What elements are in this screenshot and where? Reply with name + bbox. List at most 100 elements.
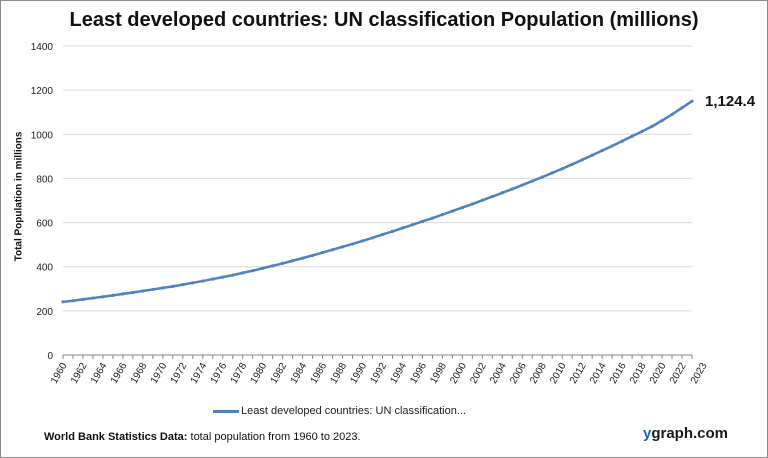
- x-tick-label: 1978: [229, 361, 250, 386]
- data-point: [241, 271, 245, 275]
- data-point: [650, 124, 654, 128]
- x-tick-label: 1970: [149, 361, 170, 386]
- data-point: [590, 153, 594, 157]
- x-tick-label: 2023: [689, 361, 710, 386]
- x-tick-label: 1960: [49, 361, 70, 386]
- data-point: [660, 119, 664, 123]
- x-tick-label: 2006: [508, 361, 529, 386]
- x-tick-label: 1996: [408, 361, 429, 386]
- data-point: [171, 284, 175, 288]
- data-point: [350, 242, 355, 246]
- data-point: [181, 282, 185, 287]
- y-tick-label: 600: [36, 219, 53, 230]
- x-tick-label: 1992: [368, 361, 389, 386]
- source-note: World Bank Statistics Data: total popula…: [44, 431, 361, 443]
- data-point: [231, 273, 235, 277]
- x-tick-label: 1976: [209, 361, 230, 386]
- chart-title: Least developed countries: UN classifica…: [69, 9, 699, 31]
- y-tick-label: 400: [36, 263, 53, 274]
- data-point: [610, 144, 614, 148]
- data-point: [360, 239, 365, 243]
- data-point: [480, 198, 484, 202]
- x-tick-label: 1964: [89, 361, 110, 386]
- data-point: [161, 286, 165, 290]
- x-tick-label: 1962: [69, 361, 90, 386]
- data-point: [71, 299, 75, 303]
- data-point: [410, 223, 415, 227]
- data-point: [141, 289, 145, 293]
- x-tick-label: 2020: [648, 361, 669, 386]
- data-point: [251, 269, 255, 273]
- brand-y: y: [643, 425, 652, 442]
- x-tick-label: 1998: [428, 361, 449, 386]
- data-point: [311, 253, 315, 258]
- data-point: [470, 202, 474, 206]
- y-tick-label: 1200: [31, 86, 54, 97]
- y-tick-label: 800: [36, 174, 53, 185]
- y-tick-label: 1400: [31, 42, 54, 53]
- legend: Least developed countries: UN classifica…: [213, 405, 466, 417]
- x-tick-label: 1972: [169, 361, 190, 386]
- data-point: [500, 191, 504, 195]
- data-point: [400, 226, 405, 230]
- data-point: [61, 300, 65, 304]
- data-point: [640, 129, 644, 134]
- data-point: [91, 296, 95, 300]
- data-point: [430, 216, 435, 220]
- x-tick-label: 2014: [588, 361, 609, 386]
- x-tick-label: 1974: [189, 361, 210, 386]
- x-tick-label: 2016: [608, 361, 629, 386]
- data-point: [370, 236, 375, 240]
- x-tick-label: 2004: [488, 361, 509, 386]
- legend-label: Least developed countries: UN classifica…: [241, 405, 467, 417]
- data-point: [680, 106, 684, 110]
- data-point: [211, 277, 215, 281]
- x-tick-label: 1982: [269, 361, 290, 386]
- data-point: [101, 295, 105, 299]
- data-point: [151, 287, 155, 292]
- y-tick-label: 1000: [31, 130, 54, 141]
- data-point: [440, 213, 444, 217]
- x-tick-label: 2012: [568, 361, 589, 386]
- brand-rest: graph.com: [651, 425, 729, 442]
- data-point: [520, 183, 524, 187]
- data-point: [281, 261, 285, 266]
- brand-logo: ygraph.com: [643, 425, 728, 442]
- x-tick-label: 1984: [289, 361, 310, 386]
- data-point: [580, 158, 584, 162]
- x-tick-label: 2022: [668, 361, 689, 386]
- x-tick-label: 1994: [388, 361, 409, 386]
- data-point: [301, 256, 305, 260]
- x-tick-label: 1968: [129, 361, 150, 386]
- y-tick-label: 200: [36, 307, 53, 318]
- x-tick-label: 1980: [249, 361, 270, 386]
- y-tick-label: 0: [47, 351, 53, 362]
- series-line: [62, 100, 693, 304]
- data-point: [420, 219, 425, 224]
- data-point: [390, 229, 395, 233]
- data-point: [81, 297, 85, 301]
- data-point: [121, 292, 125, 296]
- x-tick-label: 2002: [468, 361, 489, 386]
- data-point: [670, 112, 674, 117]
- data-point: [380, 232, 385, 237]
- data-point: [630, 134, 634, 138]
- x-tick-label: 1990: [348, 361, 369, 386]
- source-text: total population from 1960 to 2023.: [187, 431, 361, 443]
- data-point: [261, 266, 265, 270]
- data-point: [490, 194, 494, 199]
- data-point: [201, 279, 205, 283]
- x-tick-label: 1986: [309, 361, 330, 386]
- data-point: [600, 149, 604, 153]
- data-point: [460, 205, 464, 210]
- data-point: [330, 248, 335, 252]
- data-point: [570, 162, 574, 166]
- legend-swatch: [213, 409, 239, 413]
- data-point: [690, 99, 694, 103]
- data-point: [111, 293, 115, 298]
- data-point: [221, 275, 225, 279]
- data-point: [560, 167, 564, 171]
- x-tick-label: 2010: [548, 361, 569, 386]
